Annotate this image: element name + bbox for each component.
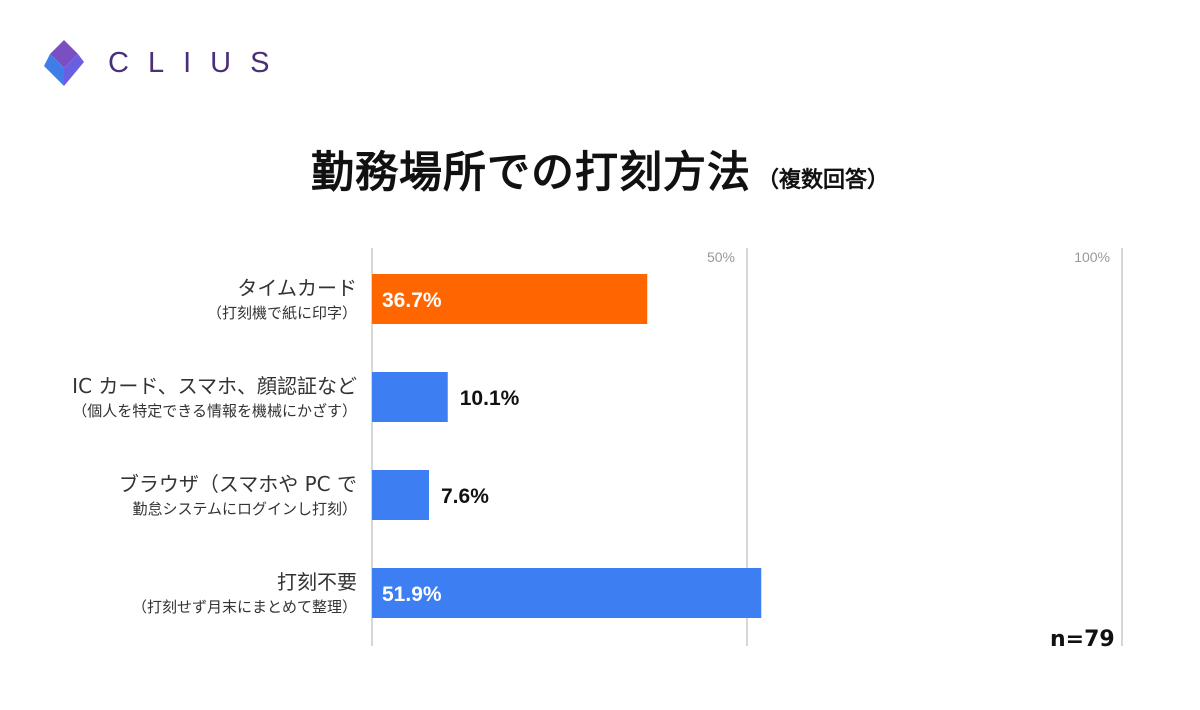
chart-title: 勤務場所での打刻方法 bbox=[310, 148, 751, 198]
tick-label: 100% bbox=[1074, 249, 1110, 265]
brand-logo: CLIUS bbox=[42, 38, 288, 88]
clius-logo-icon bbox=[44, 40, 84, 86]
category-label-sub: （個人を特定できる情報を機械にかざす） bbox=[72, 402, 357, 420]
category-label: IC カード、スマホ、顔認証など （個人を特定できる情報を機械にかざす） bbox=[72, 373, 357, 423]
category-label-main: IC カード、スマホ、顔認証など bbox=[72, 374, 357, 398]
category-label-sub: （打刻機で紙に印字） bbox=[206, 304, 357, 322]
chart-subtitle: （複数回答） bbox=[756, 168, 889, 193]
category-label: ブラウザ（スマホや PC で勤怠システムにログインし打刻） bbox=[119, 471, 357, 521]
category-label: タイムカード （打刻機で紙に印字） bbox=[207, 275, 357, 325]
bar-value-label: 36.7% bbox=[382, 289, 442, 312]
bar-value-label: 51.9% bbox=[382, 583, 442, 606]
brand-name: CLIUS bbox=[108, 46, 289, 79]
category-label-main: ブラウザ（スマホや PC で bbox=[118, 472, 357, 496]
bar-value-label: 7.6% bbox=[441, 485, 489, 508]
bar bbox=[372, 470, 429, 520]
category-label-sub: 勤怠システムにログインし打刻） bbox=[132, 500, 357, 518]
category-label-main: 打刻不要 bbox=[277, 570, 357, 594]
category-label: 打刻不要 （打刻せず月末にまとめて整理） bbox=[132, 569, 357, 619]
bar bbox=[372, 274, 648, 324]
bar bbox=[372, 372, 448, 422]
bar bbox=[372, 568, 762, 618]
chart-title-block: 勤務場所での打刻方法 （複数回答） bbox=[0, 138, 1200, 200]
tick-label: 50% bbox=[707, 249, 735, 265]
category-label-main: タイムカード bbox=[237, 276, 357, 300]
sample-size-label: n=79 bbox=[1050, 627, 1115, 652]
bar-value-label: 10.1% bbox=[460, 387, 520, 410]
category-label-sub: （打刻せず月末にまとめて整理） bbox=[131, 598, 357, 616]
